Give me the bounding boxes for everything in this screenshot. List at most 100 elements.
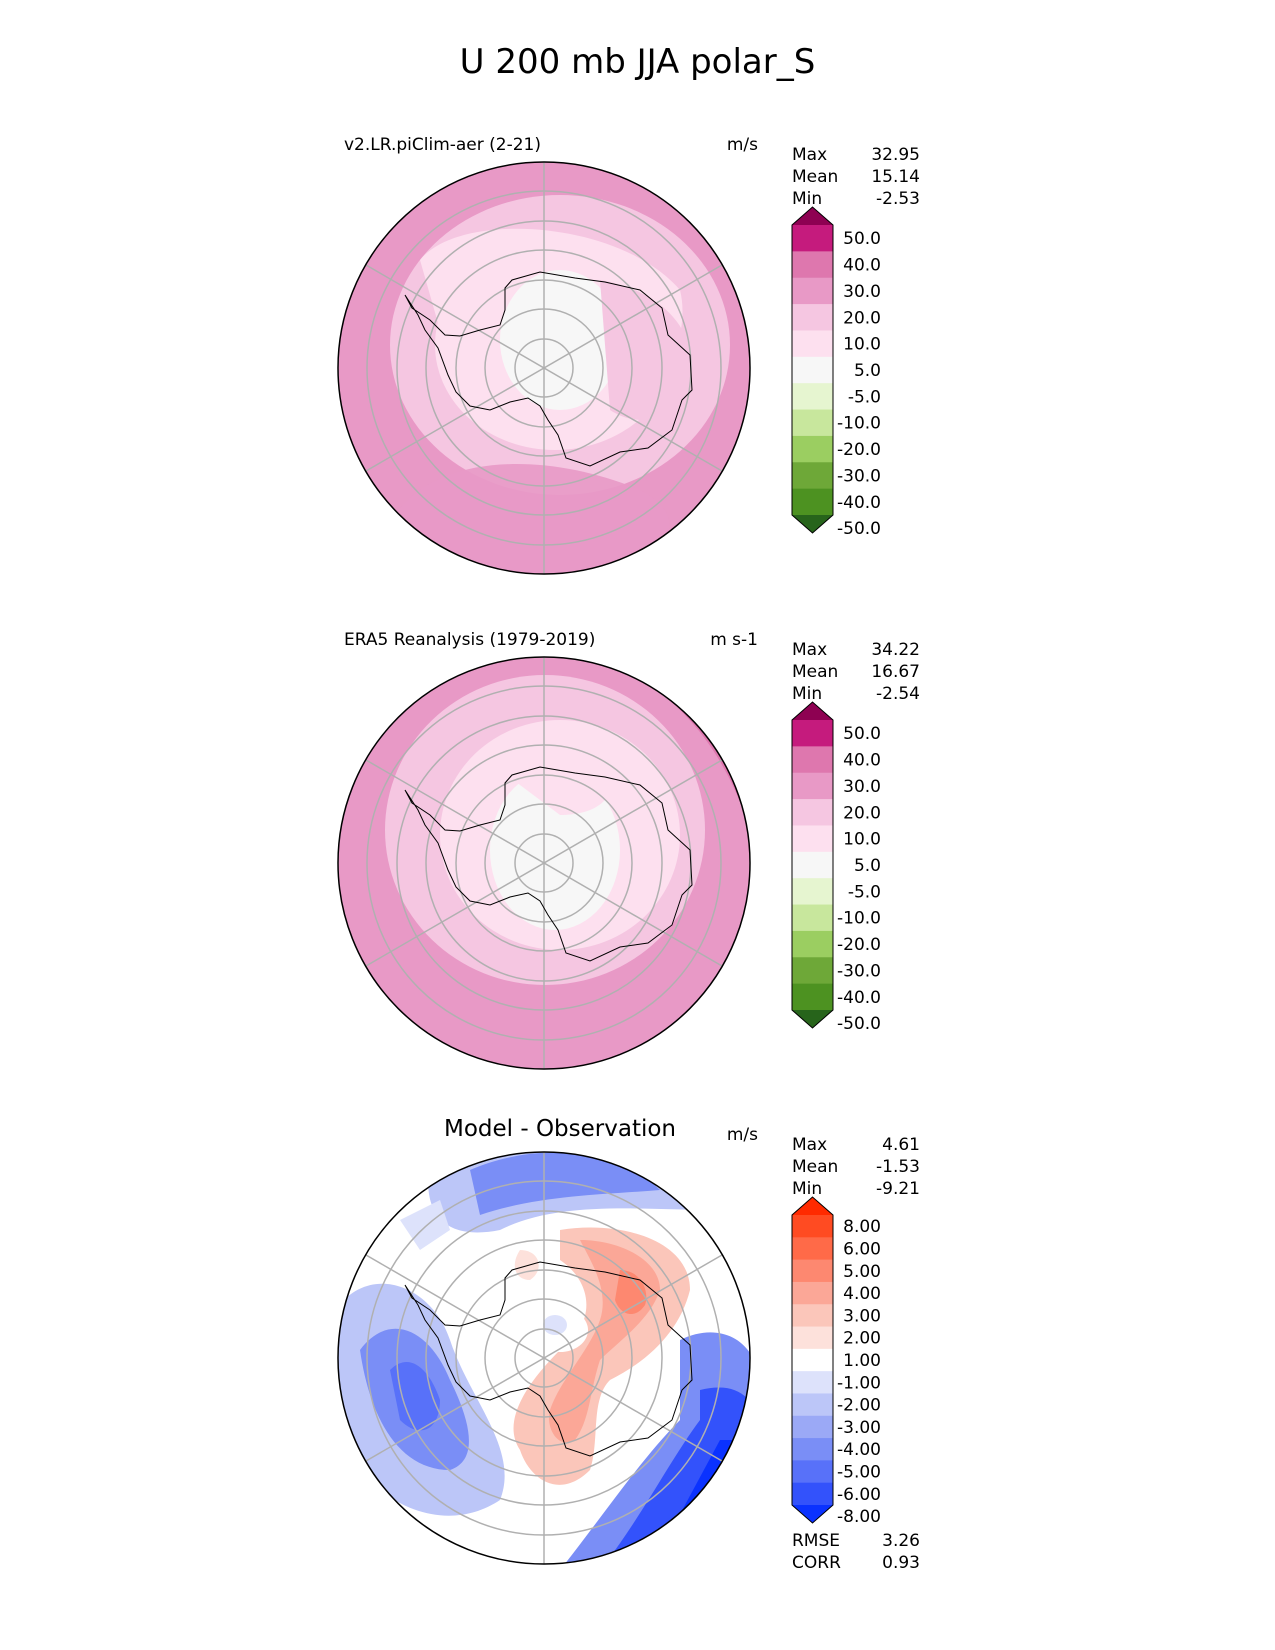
stat-corr: CORR 0.93	[792, 1552, 920, 1574]
colorbar-tick-label: -6.00	[837, 1485, 881, 1505]
colorbar-bin	[792, 1393, 833, 1417]
colorbar-tick-label: 50.0	[843, 229, 881, 249]
stat-value: 4.61	[882, 1135, 920, 1155]
panel-units: m/s	[726, 1125, 758, 1145]
colorbar-bin	[792, 1281, 833, 1305]
colorbar-tick-label: -2.00	[837, 1396, 881, 1416]
colorbar-tick-label: 20.0	[843, 308, 881, 328]
colorbar-bin	[792, 1460, 833, 1484]
stat-rmse: RMSE 3.26	[792, 1530, 920, 1552]
stat-value: 32.95	[871, 145, 920, 165]
colorbar-bin	[792, 435, 833, 463]
colorbar-bin	[792, 488, 833, 516]
stat-mean: Mean -1.53	[792, 1156, 920, 1178]
colorbar-tick-label: 40.0	[843, 751, 881, 771]
stat-label: Max	[792, 145, 828, 165]
colorbar-bin	[792, 462, 833, 490]
colorbar-bin	[792, 957, 833, 985]
colorbar-bin	[792, 1259, 833, 1283]
colorbar-bin	[792, 772, 833, 800]
map-panel-difference: 8.006.00 5.004.003.00 2.001.00-1.00 -2.00-3…	[337, 1151, 881, 1565]
stat-value: -9.21	[876, 1179, 920, 1199]
colorbar-outline	[791, 1196, 834, 1524]
colorbar-tick-label: -40.0	[837, 988, 881, 1008]
stat-max: Max 32.95	[792, 144, 920, 166]
colorbar-bin	[792, 983, 833, 1011]
antarctica-coastline	[404, 1261, 693, 1457]
stat-label: Min	[792, 1179, 823, 1199]
colorbar-bin	[792, 1348, 833, 1372]
colorbar-bin	[792, 251, 833, 279]
colorbar-tick-label: 8.00	[843, 1217, 881, 1237]
colorbar-tick-label: 1.00	[843, 1351, 881, 1371]
colorbar-tick-label: -5.0	[848, 387, 881, 407]
colorbar-bin	[792, 720, 833, 747]
stat-value: 0.93	[882, 1553, 920, 1573]
stat-value: -2.53	[876, 189, 920, 209]
colorbar-bin	[792, 1215, 833, 1238]
colorbar-tick-label: 10.0	[843, 335, 881, 355]
colorbar-tick-label: -50.0	[837, 1014, 881, 1034]
colorbar-extend-max	[792, 702, 833, 720]
colorbar-tick-label: 5.0	[854, 361, 881, 381]
colorbar-bin	[792, 409, 833, 437]
colorbar-bin	[792, 930, 833, 958]
colorbar-tick-label: -50.0	[837, 519, 881, 539]
stat-mean: Mean 16.67	[792, 661, 920, 683]
colorbar-tick-label: 3.00	[843, 1306, 881, 1326]
colorbar-bin	[792, 851, 833, 879]
stat-label: Min	[792, 684, 823, 704]
colorbar-tick-label: -10.0	[837, 909, 881, 929]
stat-label: Max	[792, 1135, 828, 1155]
colorbar-tick-label: 20.0	[843, 803, 881, 823]
panel-units: m s-1	[710, 630, 758, 650]
colorbar-outline	[791, 701, 834, 1029]
colorbar-bin	[792, 330, 833, 358]
stat-min: Min -2.53	[792, 188, 920, 210]
colorbar-extend-max	[792, 1197, 833, 1215]
colorbar-extend-min	[792, 1010, 833, 1028]
panel-title: v2.LR.piClim-aer (2-21)	[344, 135, 542, 155]
colorbar-bin	[792, 1482, 833, 1506]
panel-model: 50.0 40.0 30.0 20.0 10.0 5.0 -5.0 -10.0 -20.0 -30…	[0, 130, 1275, 600]
stat-label: Mean	[792, 167, 839, 187]
colorbar-bin	[792, 1237, 833, 1261]
colorbar-bin	[792, 904, 833, 932]
stat-value: 15.14	[871, 167, 920, 187]
colorbar: 50.0 40.0 30.0 20.0 10.0 5.0 -5.0 -10.0 -20.0 -30…	[791, 701, 881, 1034]
colorbar-tick-label: -8.00	[837, 1507, 881, 1527]
colorbar-extend-min	[792, 515, 833, 533]
colorbar-bin	[792, 1415, 833, 1439]
stat-mean: Mean 15.14	[792, 166, 920, 188]
stat-value: 16.67	[871, 662, 920, 682]
map-panel-observation: 50.0 40.0 30.0 20.0 10.0 5.0 -5.0 -10.0 -20.0 -30…	[337, 656, 881, 1070]
colorbar-tick-label: -10.0	[837, 414, 881, 434]
colorbar-extend-min	[792, 1505, 833, 1523]
colorbar-tick-label: -40.0	[837, 493, 881, 513]
colorbar-tick-label: -1.00	[837, 1373, 881, 1393]
stat-value: 3.26	[882, 1531, 920, 1551]
antarctica-coastline	[404, 766, 693, 962]
colorbar-tick-label: -5.00	[837, 1463, 881, 1483]
colorbar-bin	[792, 383, 833, 411]
colorbar: 50.0 40.0 30.0 20.0 10.0 5.0 -5.0 -10.0 -20.0 -30…	[791, 206, 881, 539]
panel-title: ERA5 Reanalysis (1979-2019)	[344, 630, 596, 650]
colorbar-tick-label: 40.0	[843, 256, 881, 276]
stat-label: Mean	[792, 662, 839, 682]
colorbar-tick-label: 50.0	[843, 724, 881, 744]
colorbar-tick-label: -20.0	[837, 935, 881, 955]
colorbar-tick-label: -30.0	[837, 466, 881, 486]
colorbar-tick-label: 5.00	[843, 1262, 881, 1282]
stat-min: Min -9.21	[792, 1178, 920, 1200]
colorbar-bin	[792, 1438, 833, 1461]
colorbar-tick-label: -30.0	[837, 961, 881, 981]
stat-value: -2.54	[876, 684, 920, 704]
colorbar-extend-max	[792, 207, 833, 225]
stat-value: 34.22	[871, 640, 920, 660]
colorbar-bin	[792, 878, 833, 906]
colorbar-outline	[791, 206, 834, 534]
colorbar-tick-label: -5.0	[848, 882, 881, 902]
stat-label: Mean	[792, 1157, 839, 1177]
colorbar-bin	[792, 799, 833, 826]
colorbar-bin	[792, 225, 833, 252]
